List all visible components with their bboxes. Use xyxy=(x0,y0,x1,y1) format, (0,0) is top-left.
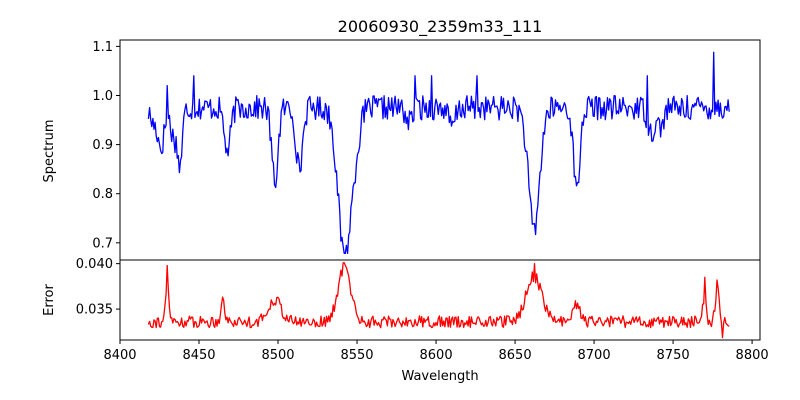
spectrum-ytick-label: 1.1 xyxy=(92,40,113,55)
xtick-label: 8750 xyxy=(657,348,690,363)
xtick-label: 8550 xyxy=(340,348,373,363)
spectrum-line xyxy=(147,51,730,255)
xtick-label: 8500 xyxy=(261,348,294,363)
chart-title: 20060930_2359m33_111 xyxy=(338,17,543,37)
xtick-label: 8800 xyxy=(736,348,769,363)
error-panel: 0.035 0.040 8400 8450 8500 8550 8600 8650 8700 87… xyxy=(76,257,769,363)
xtick-label: 8600 xyxy=(420,348,453,363)
spectrum-ytick-label: 0.7 xyxy=(92,236,113,251)
spectrum-frame xyxy=(119,39,761,261)
xtick-label: 8400 xyxy=(103,348,136,363)
error-frame xyxy=(119,259,761,341)
xtick-label: 8650 xyxy=(499,348,532,363)
x-axis-label: Wavelength xyxy=(401,369,478,384)
xtick-label: 8700 xyxy=(578,348,611,363)
y-axis-label-spectrum: Spectrum xyxy=(42,120,57,183)
error-line xyxy=(147,262,730,339)
y-axis-label-error: Error xyxy=(42,284,57,316)
spectrum-ytick-label: 0.9 xyxy=(92,138,113,153)
spectrum-ytick-label: 1.0 xyxy=(92,89,113,104)
error-ytick-label: 0.040 xyxy=(76,257,113,272)
spectrum-ytick-label: 0.8 xyxy=(92,187,113,202)
spectrum-panel: 0.7 0.8 0.9 1.0 1.1 xyxy=(92,39,761,261)
error-ytick-label: 0.035 xyxy=(76,303,113,318)
xtick-label: 8450 xyxy=(182,348,215,363)
